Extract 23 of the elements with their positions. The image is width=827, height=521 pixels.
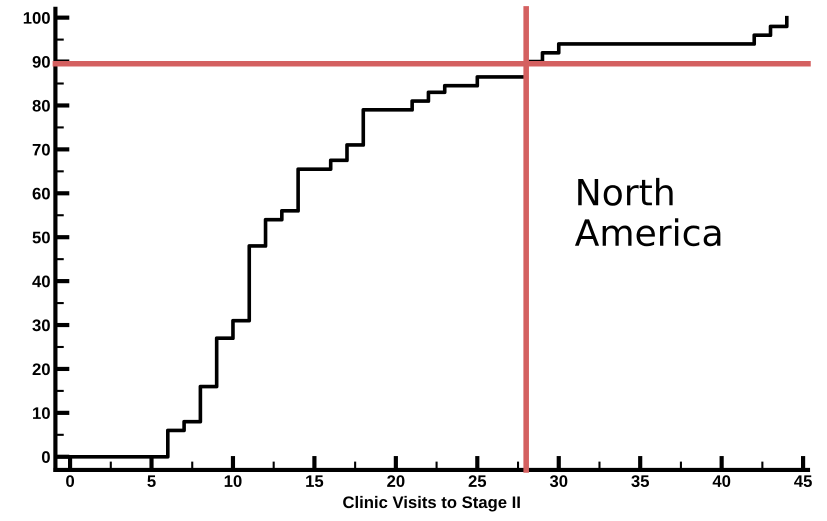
y-tick-label: 70 [32, 144, 50, 156]
x-tick-label: 20 [387, 475, 404, 488]
x-tick-label: 0 [66, 475, 74, 488]
x-tick-label: 15 [306, 475, 324, 488]
y-tick-label: 20 [32, 363, 50, 376]
y-tick-label: 100 [24, 12, 50, 24]
y-tick-label: 60 [32, 188, 50, 200]
x-axis-title: Clinic Visits to Stage II [343, 496, 520, 512]
x-tick-label: 30 [550, 475, 568, 488]
x-tick-label: 10 [224, 475, 242, 488]
y-tick-label: 0 [42, 451, 50, 463]
y-tick-label: 10 [33, 407, 50, 420]
x-tick-label: 25 [468, 475, 486, 488]
y-tick-label: 50 [32, 232, 50, 244]
x-tick-label: 35 [631, 475, 650, 488]
y-tick-label: 30 [32, 319, 50, 332]
x-tick-label: 45 [794, 475, 812, 488]
x-tick-label: 40 [712, 475, 730, 488]
annotation: North America [574, 178, 720, 246]
y-tick-label: 40 [32, 276, 50, 288]
y-tick-label: 80 [32, 100, 50, 112]
y-tick-label: 90 [32, 56, 50, 68]
x-tick-label: 5 [147, 475, 156, 488]
